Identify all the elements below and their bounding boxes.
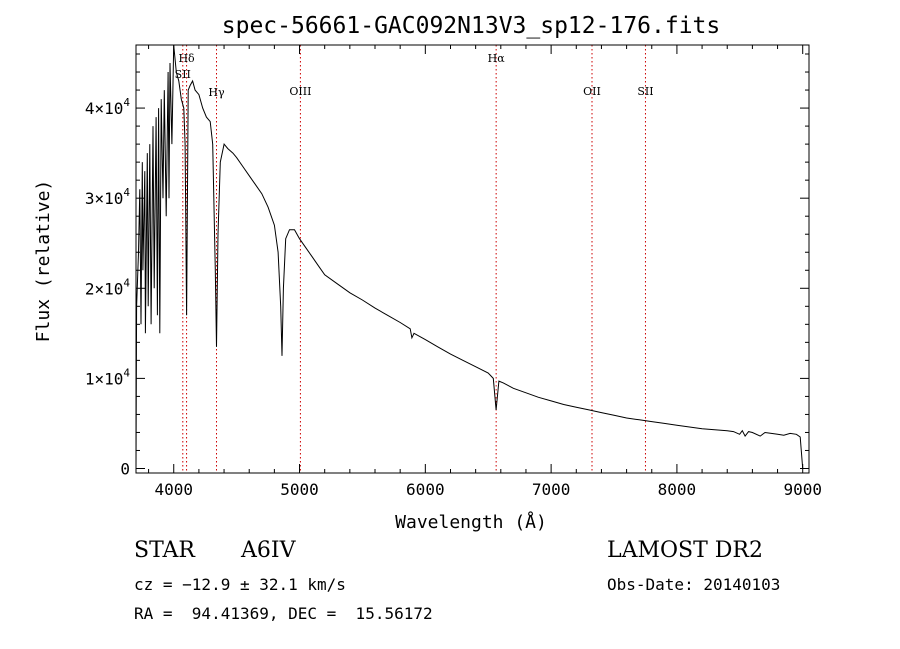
x-tick-label-2: 6000: [406, 480, 445, 499]
line-marker-label-2: Hγ: [208, 86, 225, 99]
line-marker-label-1: SII: [175, 68, 191, 81]
line-marker-label-6: SII: [637, 85, 653, 98]
plot-frame: [135, 44, 810, 474]
y-tick-label-3: 3×104: [85, 186, 131, 208]
y-axis-label: Flux (relative): [33, 180, 54, 343]
y-tick-label-0: 0: [120, 459, 130, 478]
line-marker-label-4: Hα: [488, 52, 506, 65]
spectrum-series-0: [135, 44, 804, 469]
chart-title: spec-56661-GAC092N13V3_sp12-176.fits: [222, 13, 721, 39]
plot-area: Hδ SII Hγ OIII Hα OII SII 4000 5000 6000 7000 8000 9…: [85, 44, 822, 499]
redshift-readout: cz = −12.9 ± 32.1 km/s: [134, 575, 346, 594]
x-tick-label-4: 8000: [658, 480, 697, 499]
object-subclass-label: A6IV: [241, 538, 296, 563]
y-tick-label-1: 1×104: [85, 366, 131, 388]
object-class-label: STAR: [134, 538, 195, 563]
x-tick-label-0: 4000: [154, 480, 193, 499]
survey-label: LAMOST DR2: [607, 538, 763, 563]
y-tick-label-2: 2×104: [85, 276, 131, 298]
y-tick-label-4: 4×104: [85, 96, 131, 118]
x-tick-label-3: 7000: [532, 480, 571, 499]
coordinates-readout: RA = 94.41369, DEC = 15.56172: [134, 604, 433, 623]
line-marker-label-3: OIII: [289, 85, 311, 98]
x-tick-label-1: 5000: [280, 480, 319, 499]
x-axis-label: Wavelength (Å): [395, 511, 547, 533]
line-marker-label-0: Hδ: [178, 52, 195, 65]
line-marker-label-5: OII: [583, 85, 601, 98]
obs-date-readout: Obs-Date: 20140103: [607, 575, 781, 594]
x-tick-label-5: 9000: [783, 480, 822, 499]
